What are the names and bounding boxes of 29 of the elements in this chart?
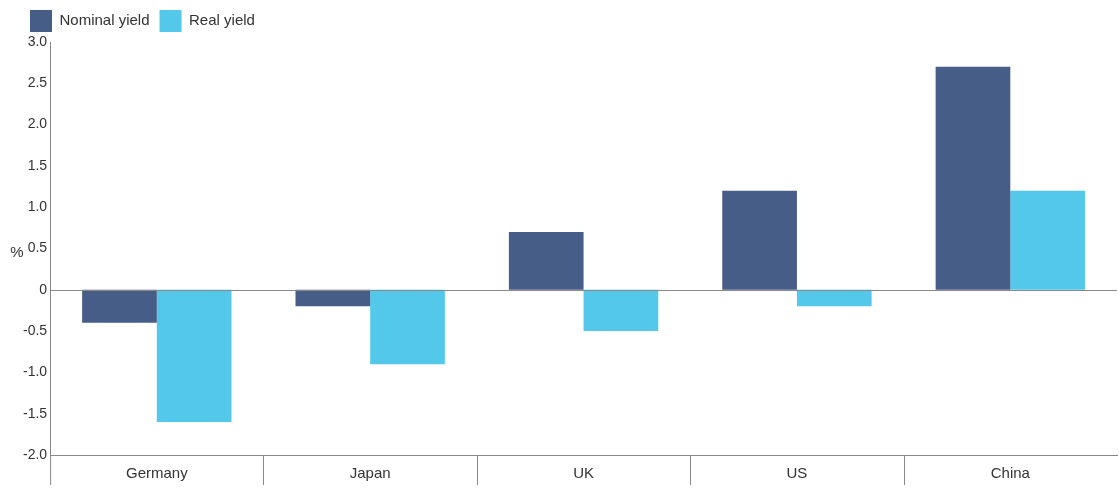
y-tick-label: 2.5 (27, 74, 48, 91)
y-tick-label: -1.5 (23, 404, 48, 421)
x-tick-label: Japan (349, 464, 391, 482)
legend-label: Nominal yield (59, 11, 150, 29)
y-tick-label: 3.0 (27, 32, 48, 49)
y-tick-label: -2.0 (23, 445, 48, 462)
bar (156, 289, 232, 422)
y-tick-label: 0.5 (27, 239, 48, 256)
bar (796, 289, 872, 307)
bar (370, 289, 445, 365)
bar (82, 289, 157, 323)
y-tick-label: 1.5 (27, 156, 48, 173)
y-tick-label: 1.0 (27, 198, 48, 215)
x-tick-label: Germany (125, 464, 189, 482)
x-tick-label: US (786, 464, 808, 482)
legend-label: Real yield (189, 11, 255, 29)
bar (935, 66, 1011, 290)
x-tick-label: UK (573, 464, 594, 482)
bar (583, 289, 659, 332)
bar (1010, 190, 1085, 290)
y-tick-label: 2.0 (27, 115, 48, 132)
bar (295, 289, 371, 307)
y-tick-label: 0 (39, 280, 48, 297)
bar (508, 231, 584, 290)
bar (722, 190, 797, 290)
x-tick-label: China (990, 464, 1031, 482)
y-tick-label: -1.0 (23, 363, 48, 380)
y-axis-title: % (10, 242, 24, 260)
y-tick-label: -0.5 (23, 321, 48, 338)
